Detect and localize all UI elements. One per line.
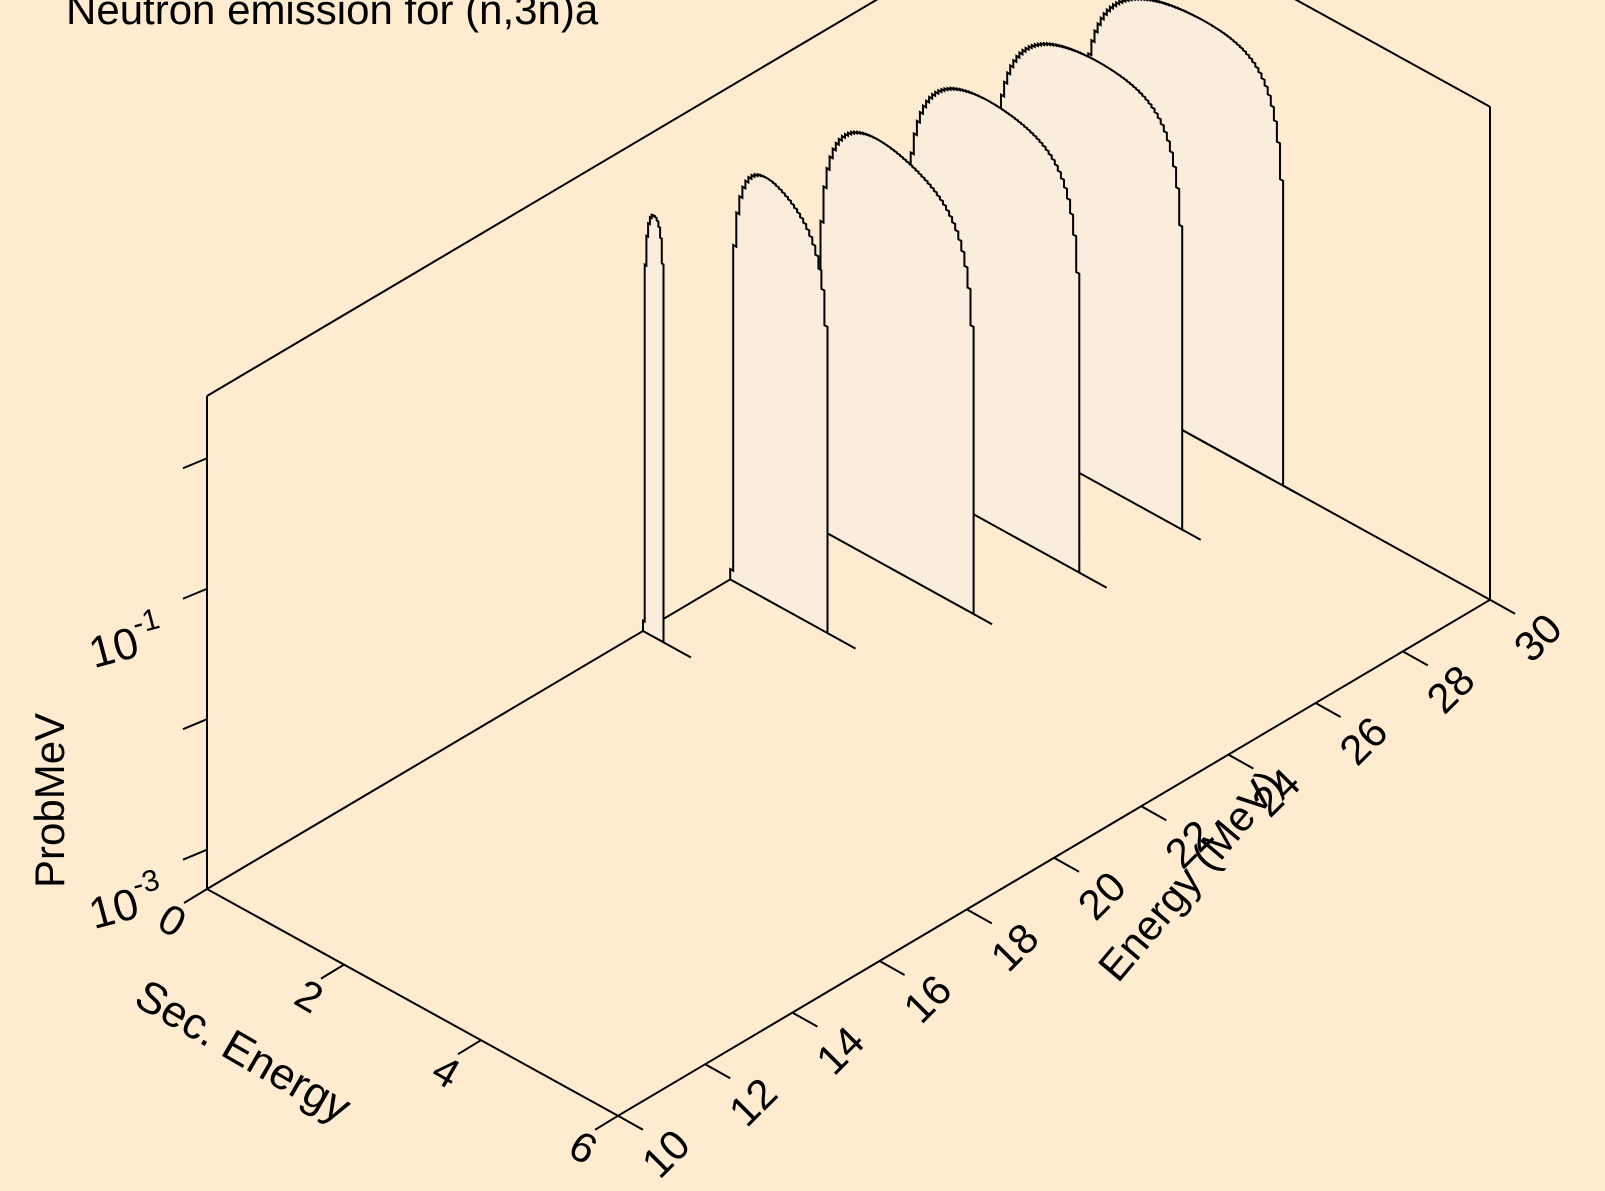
spectrum-20-mev xyxy=(642,213,665,644)
x-tick xyxy=(594,1114,619,1131)
z-tick xyxy=(182,848,208,861)
y-tick xyxy=(1227,753,1254,770)
x-axis-line xyxy=(206,888,619,1117)
y-tick xyxy=(879,960,906,976)
y-tick xyxy=(617,1114,644,1131)
spectrum-tail-26-mev xyxy=(1078,571,1108,589)
y-tick xyxy=(1489,598,1516,615)
y-tick xyxy=(1053,856,1080,873)
z-tick xyxy=(182,457,208,470)
chart-title: Neutron emission for (n,3n)a xyxy=(66,0,599,33)
spectrum-tail-28-mev xyxy=(1181,528,1202,541)
y-tick xyxy=(1315,702,1342,718)
y-tick xyxy=(966,908,993,925)
x-tick xyxy=(183,888,208,904)
spectrum-tail-24-mev xyxy=(973,613,993,626)
y-tick xyxy=(1140,805,1167,822)
spectra xyxy=(642,0,1303,659)
y-tick xyxy=(704,1063,731,1080)
z-axis-label: ProbMeV xyxy=(26,713,73,888)
back-wall-top-edge xyxy=(206,0,879,397)
x-tick xyxy=(320,963,345,980)
z-tick-label: 10-3 xyxy=(82,863,170,939)
spectrum-tail-22-mev xyxy=(826,632,857,650)
side-wall-top-edge xyxy=(1294,0,1491,108)
spectrum-tail-20-mev xyxy=(663,641,692,659)
y-tick xyxy=(791,1011,818,1028)
spectrum-tail-30-mev xyxy=(1282,484,1303,497)
z-tick xyxy=(182,587,208,600)
spectrum-24-mev xyxy=(816,130,975,616)
spectrum-22-mev xyxy=(729,172,829,635)
z-tick-label: 10-1 xyxy=(82,602,170,678)
y-tick xyxy=(1402,650,1429,667)
x-tick xyxy=(457,1039,482,1056)
z-tick xyxy=(182,718,208,731)
